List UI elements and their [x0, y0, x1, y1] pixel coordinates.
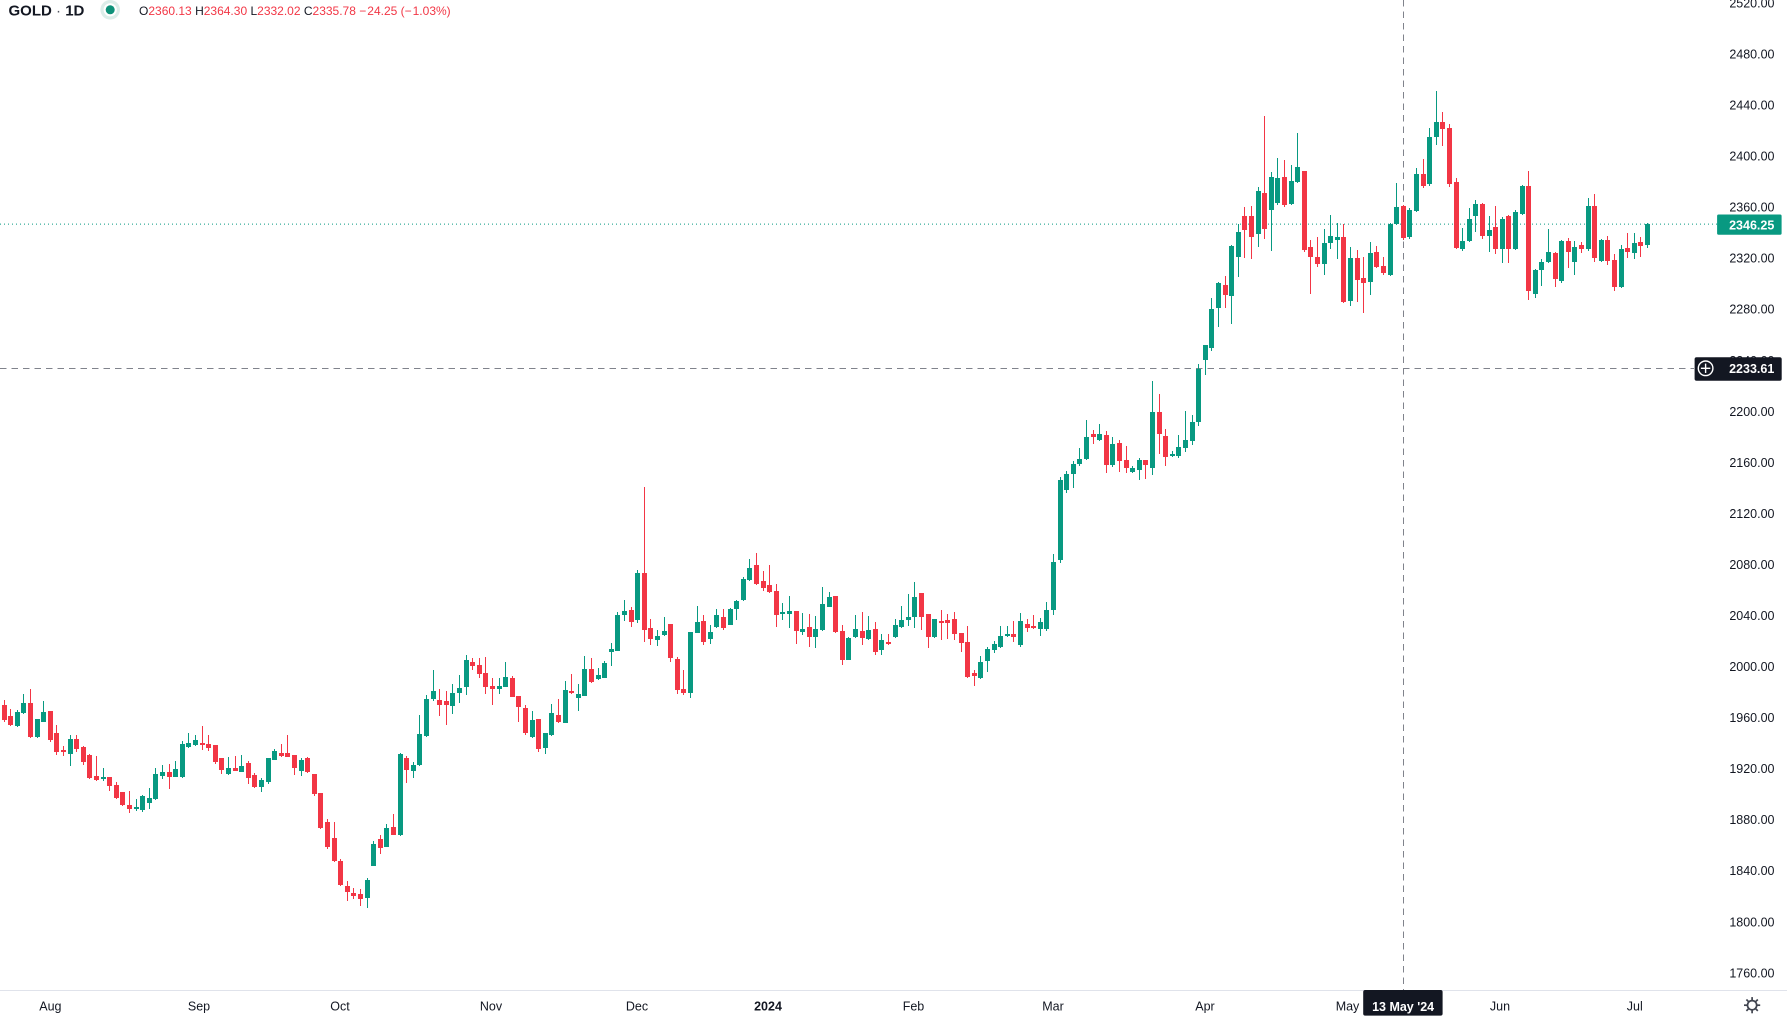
svg-text:2000.00: 2000.00 — [1729, 660, 1774, 674]
svg-text:2120.00: 2120.00 — [1729, 507, 1774, 521]
svg-text:2200.00: 2200.00 — [1729, 405, 1774, 419]
svg-text:1840.00: 1840.00 — [1729, 864, 1774, 878]
svg-text:2360.00: 2360.00 — [1729, 201, 1774, 215]
svg-text:1760.00: 1760.00 — [1729, 966, 1774, 980]
svg-text:GOLD · 1D: GOLD · 1D — [9, 3, 85, 20]
svg-text:2040.00: 2040.00 — [1729, 609, 1774, 623]
svg-text:13 May '24: 13 May '24 — [1372, 1000, 1434, 1014]
svg-text:1800.00: 1800.00 — [1729, 915, 1774, 929]
svg-text:2160.00: 2160.00 — [1729, 456, 1774, 470]
svg-text:Apr: Apr — [1195, 999, 1214, 1013]
svg-text:2440.00: 2440.00 — [1729, 99, 1774, 113]
svg-text:2520.00: 2520.00 — [1729, 0, 1774, 10]
svg-text:Sep: Sep — [188, 999, 210, 1013]
svg-text:Mar: Mar — [1042, 999, 1064, 1013]
svg-text:1920.00: 1920.00 — [1729, 762, 1774, 776]
svg-text:2280.00: 2280.00 — [1729, 303, 1774, 317]
svg-text:1880.00: 1880.00 — [1729, 813, 1774, 827]
svg-text:O2360.13 H2364.30 L2332.02: O2360.13 H2364.30 L2332.02 C2335.78 − 24… — [139, 4, 451, 18]
svg-text:2233.61: 2233.61 — [1729, 362, 1774, 376]
svg-text:2346.25: 2346.25 — [1729, 218, 1774, 232]
svg-text:2400.00: 2400.00 — [1729, 150, 1774, 164]
svg-text:Oct: Oct — [330, 999, 350, 1013]
svg-text:Dec: Dec — [626, 999, 648, 1013]
svg-text:Jun: Jun — [1490, 999, 1510, 1013]
svg-text:Aug: Aug — [39, 999, 61, 1013]
svg-text:May: May — [1336, 999, 1360, 1013]
svg-text:Nov: Nov — [480, 999, 503, 1013]
svg-text:2320.00: 2320.00 — [1729, 252, 1774, 266]
svg-text:2024: 2024 — [754, 999, 782, 1013]
svg-text:Jul: Jul — [1627, 999, 1643, 1013]
svg-text:1960.00: 1960.00 — [1729, 711, 1774, 725]
svg-text:2480.00: 2480.00 — [1729, 47, 1774, 61]
svg-text:2080.00: 2080.00 — [1729, 558, 1774, 572]
svg-text:Feb: Feb — [903, 999, 925, 1013]
